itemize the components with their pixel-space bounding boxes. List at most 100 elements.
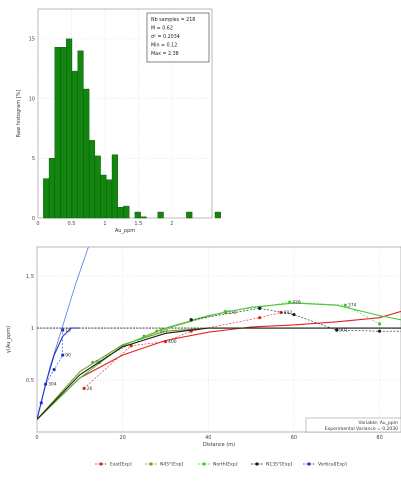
variogram-x-tick: 80 <box>376 435 382 441</box>
variogram-y-label: γ(Au_ppm) <box>6 326 12 353</box>
variogram-model-vertical-exp <box>37 327 80 420</box>
histogram-bar <box>106 179 113 219</box>
histogram-bar <box>117 207 124 219</box>
legend-marker <box>255 462 259 466</box>
variogram-point-n135-exp <box>377 329 382 333</box>
variogram-point-vertical-exp <box>43 382 48 386</box>
variogram: 0 20 40 60 800.511.5264008921775703632637490… <box>6 246 401 468</box>
histogram-x-tick: 0 <box>36 221 39 227</box>
variogram-point-n135-exp <box>292 312 296 317</box>
histogram-bar <box>140 216 147 219</box>
histogram-x-tick: 0.5 <box>67 221 75 227</box>
histogram-stats-box: Nb samples = 218 M = 0.62 σ² = 0.2034 Min =… <box>146 12 210 63</box>
variogram-point-east-exp <box>82 386 86 390</box>
variogram-point-label-east-exp: 892 <box>284 310 293 316</box>
variogram-point-label-n45-exp: 177 <box>159 329 168 335</box>
variogram-point-label-vertical-exp: 15 <box>65 328 71 334</box>
legend-label: N135°[Exp] <box>266 462 292 468</box>
histogram-y-tick: 15 <box>29 37 35 43</box>
variogram-x-tick: 0 <box>35 435 38 441</box>
legend-label: East[Exp] <box>110 462 132 468</box>
variogram-point-label-vertical-exp: 304 <box>48 382 57 388</box>
histogram-x-label: Au_ppm <box>115 228 135 234</box>
variogram-point-vertical-exp <box>39 401 43 405</box>
histogram-bar <box>43 178 50 219</box>
variogram-point-east-exp <box>163 339 168 344</box>
histogram-stat-line: Nb samples = 218 <box>151 17 195 23</box>
variogram-point-n135-exp <box>189 318 193 322</box>
variogram-info-line: Variable: Au_ppm <box>359 420 398 426</box>
variogram-y-tick: 1.5 <box>26 274 34 280</box>
histogram-bar <box>186 211 193 219</box>
variogram-point-vertical-exp <box>61 328 65 332</box>
histogram-bar <box>83 88 90 219</box>
variogram-frame <box>36 246 401 433</box>
variogram-point-label-vertical-exp: 90 <box>65 353 71 359</box>
variogram-x-tick: 60 <box>291 435 297 441</box>
histogram-bar <box>66 38 73 219</box>
variogram-point-label-n135-exp: 901 <box>339 328 348 334</box>
histogram-bar <box>111 154 118 219</box>
legend-label: Vertical[Exp] <box>318 462 347 468</box>
histogram-y-tick: 10 <box>29 96 35 102</box>
variogram-legend: East[Exp] N45°[Exp] North[Exp] N135°[Exp] Ve… <box>95 462 347 468</box>
variogram-info-frame <box>305 417 401 433</box>
variogram-point-n135-exp <box>335 328 339 332</box>
variogram-point-label-north-exp: 374 <box>348 303 357 309</box>
histogram-bar <box>48 158 55 219</box>
legend-marker <box>307 462 311 466</box>
histogram-y-tick: 5 <box>32 156 35 162</box>
histogram-bar <box>134 211 141 219</box>
variogram-point-label-east-exp: 400 <box>168 339 177 345</box>
variogram-point-vertical-exp <box>61 353 65 357</box>
histogram-bar <box>88 140 96 219</box>
histogram-bar <box>54 47 61 219</box>
variogram-point-north-exp <box>343 303 347 307</box>
histogram-bar <box>60 47 67 219</box>
variogram-info-line: Experimental Variance = 0.2030 <box>325 426 398 432</box>
histogram-x-tick: 1.5 <box>134 221 142 227</box>
histogram-stat-line: Max = 2.38 <box>151 51 179 57</box>
variogram-point-north-exp <box>159 328 163 332</box>
variogram-point-east-exp <box>258 316 262 320</box>
histogram-stat-line: M = 0.62 <box>151 26 173 32</box>
histogram-x-tick: 2 <box>170 221 173 227</box>
variogram-x-tick: 20 <box>119 435 125 441</box>
histogram-bar <box>157 211 164 219</box>
variogram-point-north-exp <box>91 360 95 364</box>
variogram-point-north-exp <box>377 322 382 326</box>
variogram-point-north-exp <box>223 309 228 314</box>
legend-marker <box>202 462 206 466</box>
variogram-plot-area: 26400892177570363263749018823049015 <box>37 247 401 420</box>
histogram-y-tick: 0 <box>32 216 35 222</box>
variogram-point-vertical-exp <box>52 368 56 372</box>
variogram-x-tick: 40 <box>205 435 211 441</box>
variogram-exp-line-east-exp <box>83 312 282 389</box>
histogram-y-label: Raw histogram [%] <box>16 90 22 138</box>
variogram-x-label: Distance (m) <box>203 442 235 448</box>
histogram-bar <box>214 211 221 219</box>
histogram-bar <box>94 155 101 219</box>
variogram-point-label-n45-exp: 570 <box>228 310 237 316</box>
histogram: 0 0.5 1 1.5 2 0 5 10 15 Au_ppm Raw histogram [%] Nb… <box>16 8 221 234</box>
histogram-stat-line: σ² = 0.2034 <box>151 34 180 40</box>
legend-marker <box>149 462 153 466</box>
legend-label: North[Exp] <box>213 462 238 468</box>
variogram-model-north-exp <box>37 302 401 420</box>
histogram-bar <box>123 205 130 219</box>
histogram-bar <box>100 174 107 219</box>
histogram-bar <box>71 70 78 219</box>
variogram-model-east-exp <box>37 310 401 420</box>
variogram-point-east-exp <box>129 344 133 348</box>
histogram-bar <box>77 50 84 219</box>
variogram-point-label-north-exp: 326 <box>292 300 301 306</box>
variogram-model-n135-exp <box>37 327 401 420</box>
variogram-point-north-exp <box>288 300 292 304</box>
legend-label: N45°[Exp] <box>160 462 183 468</box>
histogram-stat-line: Min = 0.12 <box>151 43 177 49</box>
variogram-exp-line-n135-exp <box>191 307 401 332</box>
legend-marker <box>99 462 103 466</box>
variogram-y-tick: 0.5 <box>26 378 34 384</box>
